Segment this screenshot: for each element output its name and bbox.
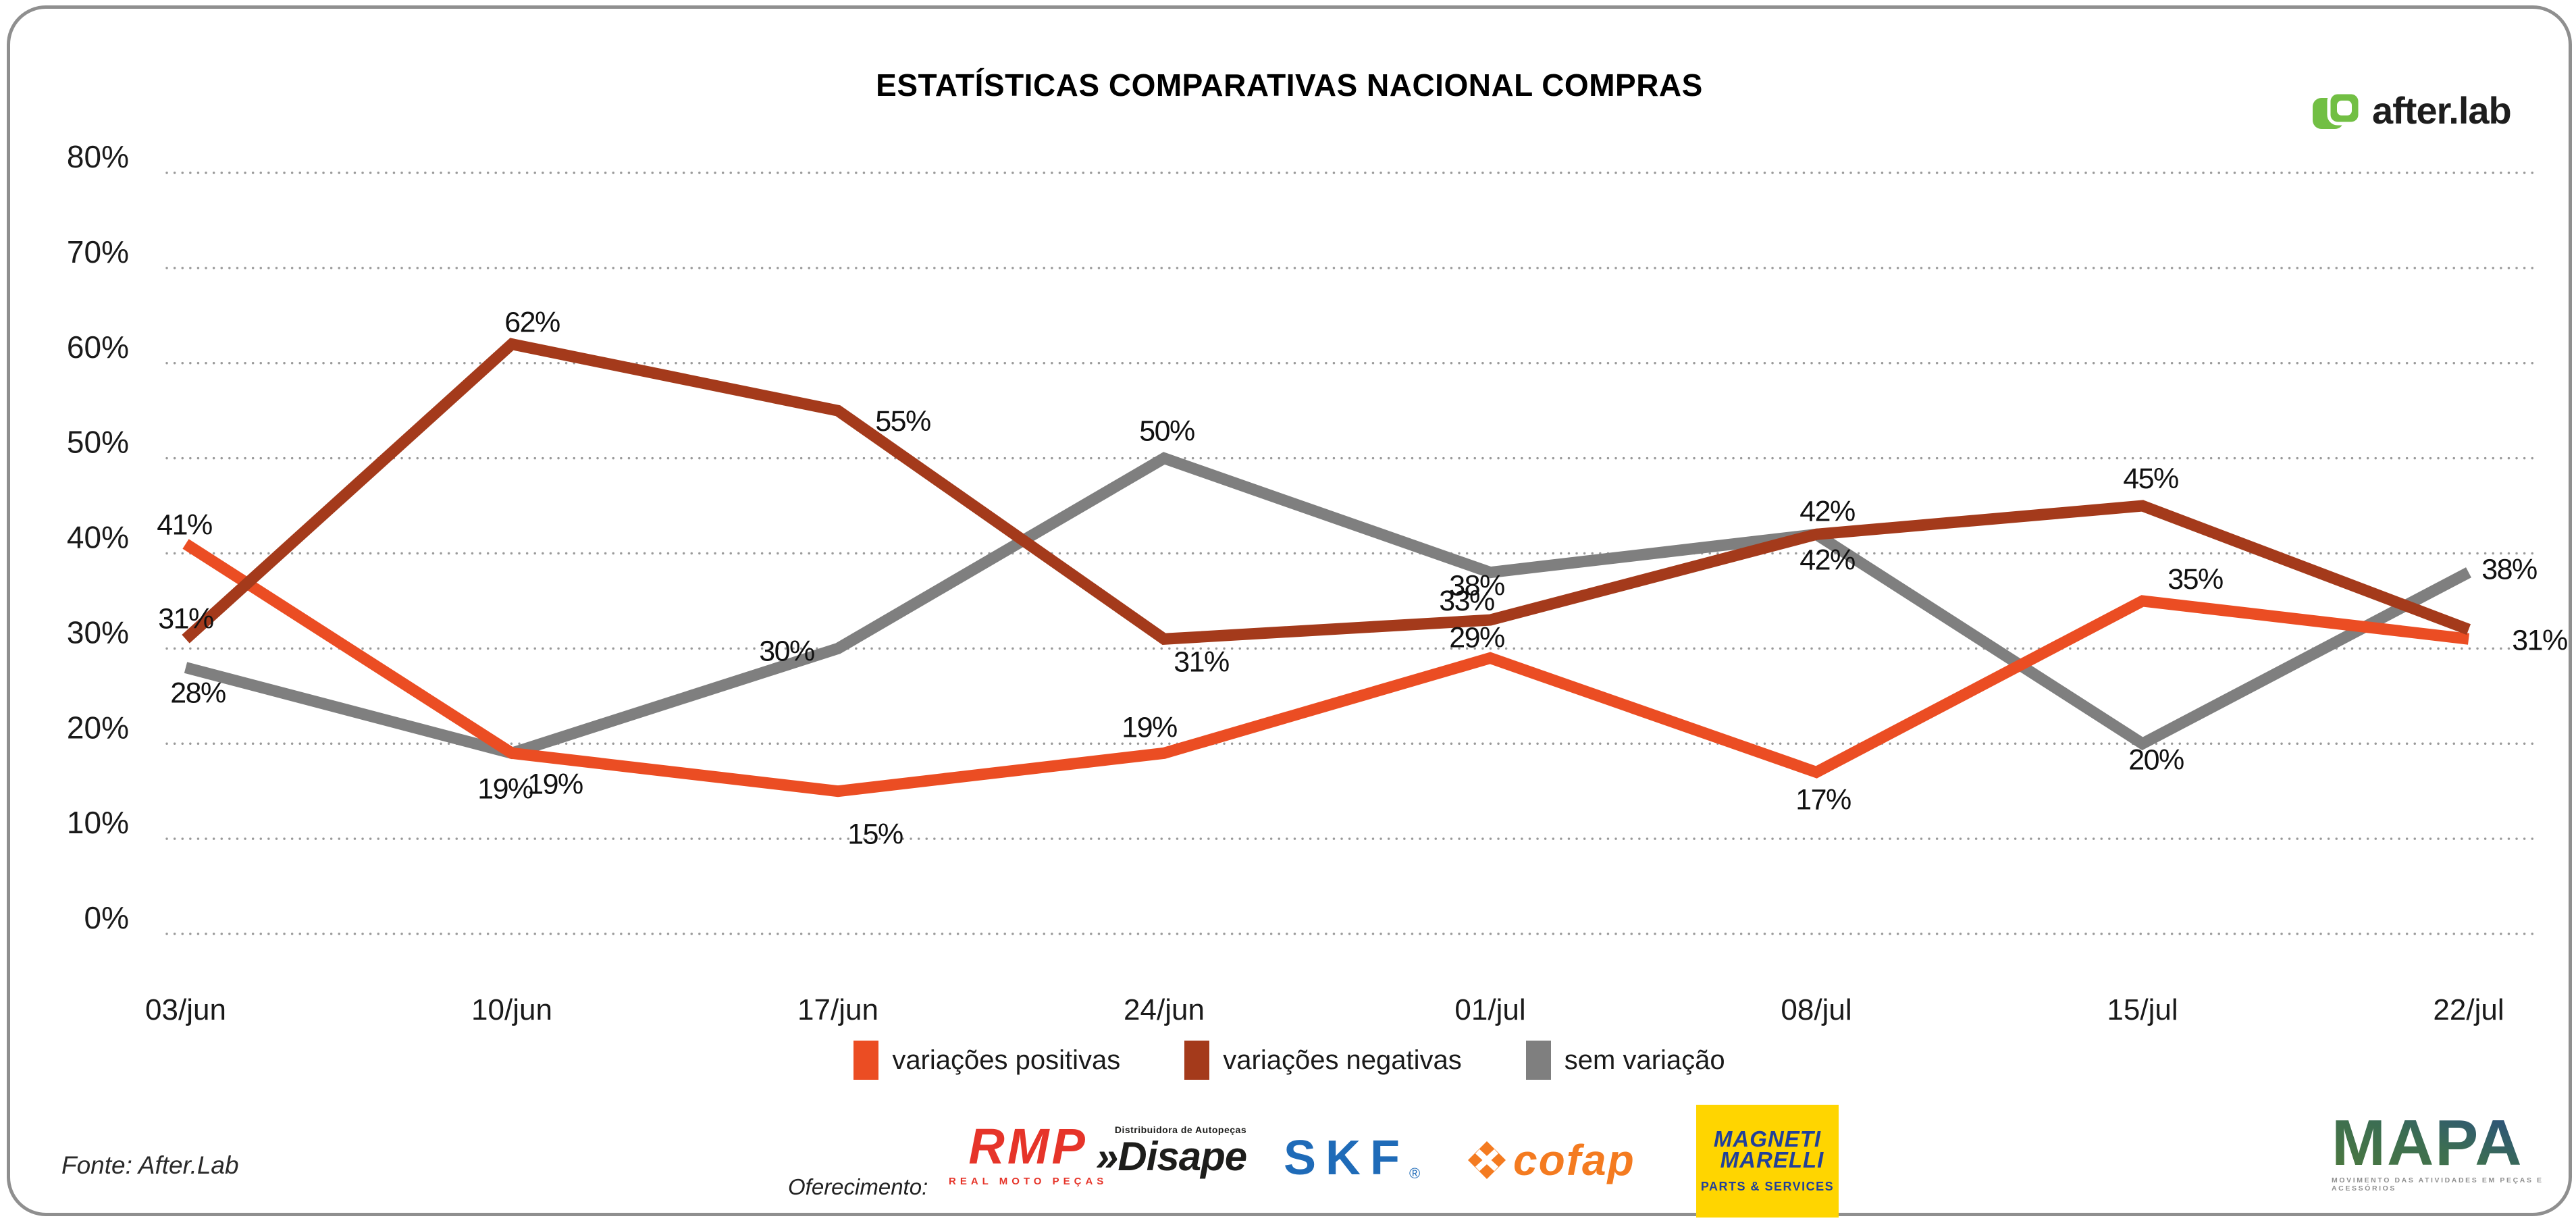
x-axis-tick: 10/jun: [471, 993, 552, 1026]
data-point-label: 55%: [875, 405, 930, 438]
disape-word: Disape: [1118, 1134, 1247, 1179]
cofap-wordmark: cofap: [1513, 1136, 1635, 1184]
chart-title: ESTATÍSTICAS COMPARATIVAS NACIONAL COMPR…: [876, 68, 1703, 103]
data-point-label: 15%: [847, 818, 903, 851]
y-axis-tick: 50%: [67, 425, 129, 460]
y-axis-tick: 20%: [67, 710, 129, 745]
source-note: Fonte: After.Lab: [61, 1151, 239, 1179]
data-point-label: 42%: [1799, 544, 1855, 576]
skf-logo: SKF®: [1284, 1134, 1420, 1182]
data-point-label: 29%: [1449, 621, 1504, 654]
disape-subtext: Distribuidora de Autopeças: [1114, 1124, 1247, 1135]
x-axis-tick: 17/jun: [797, 993, 878, 1026]
y-axis-tick: 10%: [67, 805, 129, 840]
legend-swatch: [1525, 1041, 1551, 1080]
x-axis-tick: 01/jul: [1454, 993, 1525, 1026]
afterlab-leaf-icon: [2313, 90, 2362, 129]
legend-item-0: variações positivas: [853, 1041, 1120, 1080]
data-point-label: 17%: [1795, 784, 1851, 816]
rmp-wordmark: RMP: [968, 1118, 1088, 1174]
data-point-label: 38%: [1449, 570, 1504, 602]
chart-legend: variações positivas variações negativas se…: [10, 1041, 2569, 1080]
rmp-logo: RMP REAL MOTO PEÇAS: [949, 1118, 1108, 1188]
data-point-label: 31%: [1174, 646, 1229, 678]
y-axis-tick: 60%: [67, 330, 129, 365]
comparative-line-chart: 0% 10% 20% 30% 40% 50% 60% 70% 80% 03/jun 10/jun 17…: [67, 139, 2569, 1026]
data-point-label: 19%: [527, 768, 583, 800]
data-point-label: 62%: [504, 307, 560, 339]
data-point-label: 50%: [1139, 415, 1194, 448]
disape-logo: Distribuidora de Autopeças »Disape: [1096, 1124, 1247, 1179]
legend-label: sem variação: [1564, 1045, 1725, 1075]
series-line-0: [182, 539, 2469, 797]
x-axis-tick: 08/jul: [1781, 993, 1851, 1026]
afterlab-logo: after.lab: [2311, 88, 2512, 132]
legend-item-1: variações negativas: [1184, 1041, 1462, 1080]
magneti-line1: MAGNETI: [1713, 1126, 1822, 1151]
mapa-wordmark: MAPA: [2332, 1107, 2523, 1179]
data-point-label: 30%: [759, 635, 814, 667]
data-point-label: 28%: [170, 677, 226, 710]
mapa-subtext: MOVIMENTO DAS ATIVIDADES EM PEÇAS E ACES…: [2332, 1176, 2544, 1193]
data-point-label: 45%: [2123, 463, 2178, 495]
legend-swatch: [853, 1041, 879, 1080]
y-axis-tick: 0%: [84, 900, 129, 935]
data-point-label: 19%: [477, 773, 533, 805]
legend-label: variações positivas: [892, 1045, 1121, 1075]
data-point-label: 35%: [2167, 563, 2223, 596]
data-point-label: 33%: [1439, 585, 1494, 617]
data-point-label: 31%: [158, 602, 213, 635]
legend-label: variações negativas: [1223, 1045, 1462, 1075]
svg-text:MAPA: MAPA: [2332, 1115, 2523, 1172]
y-axis-tick: 40%: [67, 520, 129, 555]
report-card: ESTATÍSTICAS COMPARATIVAS NACIONAL COMPR…: [7, 5, 2572, 1218]
oferecimento-label: Oferecimento:: [788, 1174, 928, 1199]
magneti-subtext: PARTS & SERVICES: [1700, 1180, 1835, 1193]
x-axis-tick: 03/jun: [145, 993, 226, 1026]
y-axis-tick: 80%: [67, 139, 129, 174]
data-point-label: 38%: [2481, 554, 2537, 586]
data-point-label: 20%: [2128, 743, 2184, 776]
cofap-logo: cofap: [1467, 1135, 1635, 1185]
x-axis-tick: 15/jul: [2107, 993, 2178, 1026]
afterlab-wordmark: after.lab: [2372, 89, 2512, 132]
data-point-label: 42%: [1799, 495, 1855, 527]
legend-item-2: sem variação: [1525, 1041, 1725, 1080]
skf-registered-mark: ®: [1409, 1165, 1421, 1182]
legend-swatch: [1184, 1041, 1210, 1080]
x-axis-tick: 24/jun: [1124, 993, 1205, 1026]
x-axis-tick: 22/jul: [2433, 993, 2504, 1026]
rmp-subtext: REAL MOTO PEÇAS: [949, 1176, 1108, 1187]
disape-wordmark: »Disape: [1096, 1134, 1247, 1179]
magneti-line2: MARELLI: [1720, 1147, 1824, 1172]
series-line-2: [184, 452, 2471, 760]
series-line-1: [182, 338, 2471, 645]
y-axis-tick: 30%: [67, 614, 129, 650]
data-point-label: 31%: [2512, 624, 2567, 656]
magneti-marelli-logo: MAGNETI MARELLI PARTS & SERVICES: [1696, 1105, 1839, 1218]
disape-chevrons: »: [1096, 1134, 1118, 1179]
y-axis-tick: 70%: [67, 234, 129, 269]
cofap-diamond-icon: [1468, 1141, 1506, 1179]
data-point-label: 19%: [1122, 711, 1177, 743]
mapa-logo: MAPA MOVIMENTO DAS ATIVIDADES EM PEÇAS E…: [2332, 1107, 2569, 1193]
skf-wordmark: SKF: [1284, 1131, 1409, 1185]
data-point-label: 41%: [157, 508, 212, 541]
